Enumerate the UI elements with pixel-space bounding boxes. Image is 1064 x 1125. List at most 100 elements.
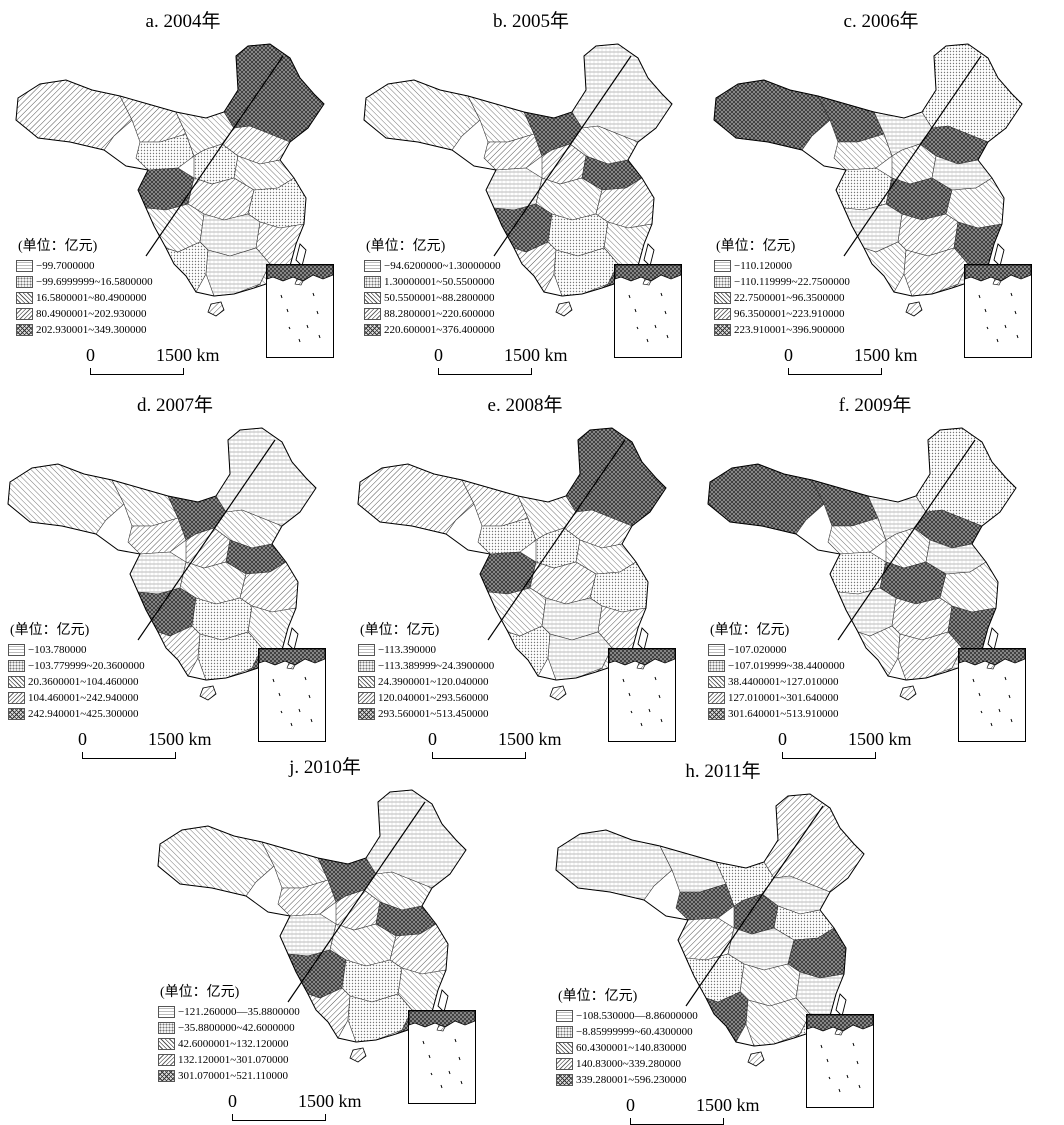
legend-label: 301.640001~513.910000: [728, 708, 839, 720]
legend-swatch: [158, 1038, 175, 1050]
scale-max-label: 1500 km: [848, 729, 912, 749]
legend-swatch: [158, 1054, 175, 1066]
province-region: [675, 883, 735, 921]
legend-item: −110.120000: [714, 258, 914, 274]
taiwan-island: [643, 243, 655, 267]
legend-swatch: [714, 260, 731, 272]
south-china-sea-inset: [614, 264, 682, 358]
panel-title: f. 2009年: [838, 395, 912, 416]
scale-line: [782, 752, 876, 759]
hainan-island: [349, 1047, 367, 1063]
legend-label: −103.780000: [28, 644, 87, 656]
hu-huanyong-line: [137, 439, 276, 641]
legend-item: 202.930001~349.300000: [16, 322, 216, 338]
scale-max-label: 1500 km: [148, 729, 212, 749]
legend-swatch: [16, 292, 33, 304]
country-outline: [157, 789, 467, 1043]
scale-bar: 0 1500 km: [228, 1091, 408, 1121]
south-china-sea-inset: [258, 648, 326, 742]
legend: (单位：亿元) −108.530000—8.86000000 −8.85999999…: [556, 988, 756, 1088]
legend-item: 140.83000~339.280000: [556, 1056, 756, 1072]
province-region: [555, 829, 673, 901]
legend-label: 50.5500001~88.2800000: [384, 292, 495, 304]
panel-title: b. 2005年: [492, 11, 569, 32]
taiwan-island: [987, 627, 999, 651]
panel-title: e. 2008年: [487, 395, 563, 416]
legend-label: 140.83000~339.280000: [576, 1058, 681, 1070]
taiwan-island: [637, 627, 649, 651]
legend-item: 120.040001~293.560000: [358, 690, 558, 706]
legend-item: −121.260000—35.8800000: [158, 1004, 358, 1020]
province-region: [135, 133, 195, 171]
legend-label: −35.8800000~42.6000000: [178, 1022, 295, 1034]
legend-label: 127.010001~301.640000: [728, 692, 839, 704]
legend-label: 220.600001~376.400000: [384, 324, 495, 336]
legend-swatch: [714, 292, 731, 304]
scale-zero-label: 0: [626, 1095, 635, 1115]
scale-zero-label: 0: [78, 729, 87, 749]
legend-item: 38.4400001~127.010000: [708, 674, 908, 690]
province-region: [477, 517, 537, 555]
legend-item: 80.4900001~202.930000: [16, 306, 216, 322]
legend-swatch: [358, 708, 375, 720]
legend-title: (单位：亿元): [710, 623, 790, 638]
legend-item: 223.910001~396.900000: [714, 322, 914, 338]
country-outline: [15, 43, 325, 297]
legend-swatch: [8, 708, 25, 720]
legend-swatch: [364, 292, 381, 304]
panel-title: h. 2011年: [685, 761, 761, 782]
legend-swatch: [556, 1058, 573, 1070]
hainan-island: [905, 301, 923, 317]
hu-huanyong-line: [493, 55, 632, 257]
scale-max-label: 1500 km: [156, 345, 220, 365]
province-region: [827, 517, 887, 555]
legend-item: 16.5800001~80.4900000: [16, 290, 216, 306]
scale-zero-label: 0: [228, 1091, 237, 1111]
panel-title: d. 2007年: [136, 395, 213, 416]
legend-swatch: [556, 1042, 573, 1054]
legend-swatch: [8, 692, 25, 704]
hainan-island: [747, 1051, 765, 1067]
scale-zero-label: 0: [86, 345, 95, 365]
scale-line: [630, 1118, 724, 1125]
legend-label: 38.4400001~127.010000: [728, 676, 839, 688]
legend-swatch: [556, 1074, 573, 1086]
scale-max-label: 1500 km: [504, 345, 568, 365]
legend-swatch: [8, 676, 25, 688]
legend-title: (单位：亿元): [160, 985, 240, 1000]
legend-item: 104.460001~242.940000: [8, 690, 208, 706]
legend-item: 50.5500001~88.2800000: [364, 290, 564, 306]
legend-item: 301.640001~513.910000: [708, 706, 908, 722]
legend-swatch: [708, 708, 725, 720]
legend-swatch: [556, 1026, 573, 1038]
scale-zero-label: 0: [434, 345, 443, 365]
legend-item: 60.4300001~140.830000: [556, 1040, 756, 1056]
legend: (单位：亿元) −103.780000 −103.779999~20.3600000…: [8, 622, 208, 722]
china-map: [7, 427, 317, 701]
province-region: [127, 517, 187, 555]
legend-swatch: [364, 276, 381, 288]
legend-item: −99.7000000: [16, 258, 216, 274]
legend-label: 22.7500001~96.3500000: [734, 292, 845, 304]
legend-label: 132.120001~301.070000: [178, 1054, 289, 1066]
map-panel-2011: h. 2011年 (单位：亿元) −108.530000—8.86000000 −8.…: [548, 760, 898, 1125]
legend-label: 80.4900001~202.930000: [36, 308, 147, 320]
legend-label: −94.6200000~1.30000000: [384, 260, 501, 272]
scale-line: [432, 752, 526, 759]
country-outline: [363, 43, 673, 297]
legend-item: −113.389999~24.3900000: [358, 658, 558, 674]
taiwan-island: [295, 243, 307, 267]
legend-label: −110.119999~22.7500000: [734, 276, 850, 288]
legend-title: (单位：亿元): [716, 239, 796, 254]
south-china-sea-inset: [806, 1014, 874, 1108]
legend-swatch: [714, 308, 731, 320]
legend-item: 20.3600001~104.460000: [8, 674, 208, 690]
legend-item: 220.600001~376.400000: [364, 322, 564, 338]
legend-swatch: [358, 676, 375, 688]
legend-swatch: [708, 644, 725, 656]
legend-label: 42.6000001~132.120000: [178, 1038, 289, 1050]
legend-swatch: [708, 676, 725, 688]
legend: (单位：亿元) −110.120000 −110.119999~22.7500000…: [714, 238, 914, 338]
south-china-sea-inset: [266, 264, 334, 358]
legend-label: −107.019999~38.4400000: [728, 660, 845, 672]
